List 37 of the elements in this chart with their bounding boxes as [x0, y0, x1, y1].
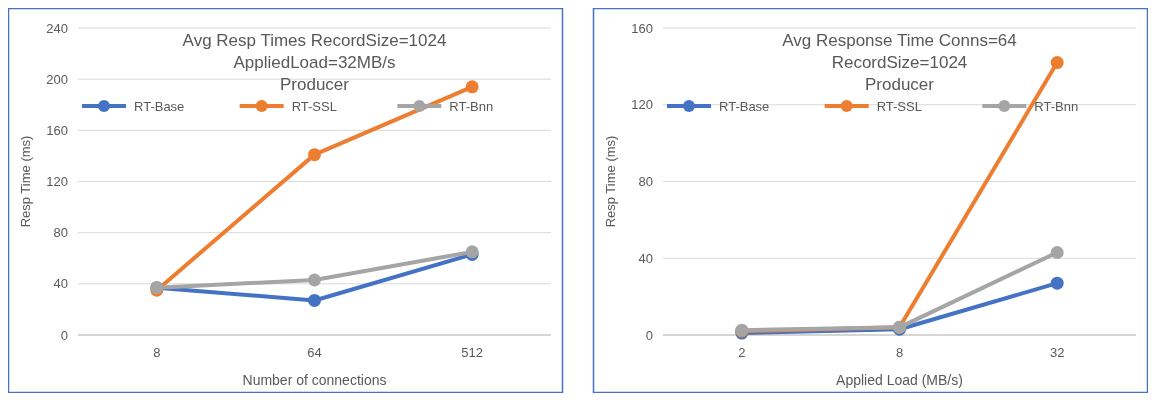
- legend-label: RT-SSL: [876, 98, 922, 114]
- y-tick-label: 40: [638, 250, 653, 266]
- point: [308, 293, 321, 307]
- point: [308, 148, 321, 162]
- x-tick-label: 2: [738, 345, 746, 360]
- x-tick-label: 8: [895, 345, 904, 360]
- point: [1050, 245, 1064, 259]
- x-axis-title: Applied Load (MB/s): [836, 372, 963, 388]
- y-tick-label: 80: [53, 225, 68, 241]
- y-tick-label: 240: [46, 20, 68, 36]
- y-tick-label: 200: [46, 71, 68, 87]
- point: [1050, 276, 1064, 290]
- legend-label: RT-SSL: [291, 98, 337, 114]
- legend-label: RT-Base: [719, 98, 770, 114]
- point: [465, 80, 479, 94]
- legend-label: RT-Bnn: [449, 98, 494, 114]
- x-tick-label: 32: [1049, 345, 1065, 360]
- x-axis-title: Number of connections: [242, 372, 387, 388]
- text: Avg Resp Times RecordSize=1024 AppliedLoad=32MB/s Producer: [182, 31, 447, 94]
- y-tick-label: 120: [46, 174, 68, 190]
- y-tick-label: 80: [638, 174, 653, 190]
- y-tick-label: 0: [60, 327, 68, 343]
- x-tick-label: 64: [307, 345, 322, 360]
- y-tick-label: 160: [46, 122, 68, 138]
- y-axis-title: Resp Time (ms): [18, 135, 33, 228]
- y-tick-label: 0: [645, 327, 653, 343]
- legend-label: RT-Bnn: [1034, 98, 1079, 114]
- x-tick-label: 8: [153, 345, 161, 360]
- y-tick-label: 40: [53, 276, 68, 292]
- point: [308, 273, 321, 287]
- point: [1050, 56, 1064, 70]
- text: Avg Response Time Conns=64 RecordSize=1024 Producer: [782, 31, 1017, 94]
- y-axis-title: Resp Time (ms): [603, 135, 618, 228]
- legend-label: RT-Base: [134, 98, 185, 114]
- y-tick-label: 160: [631, 20, 653, 36]
- y-tick-label: 120: [631, 97, 653, 113]
- x-tick-label: 512: [461, 345, 484, 360]
